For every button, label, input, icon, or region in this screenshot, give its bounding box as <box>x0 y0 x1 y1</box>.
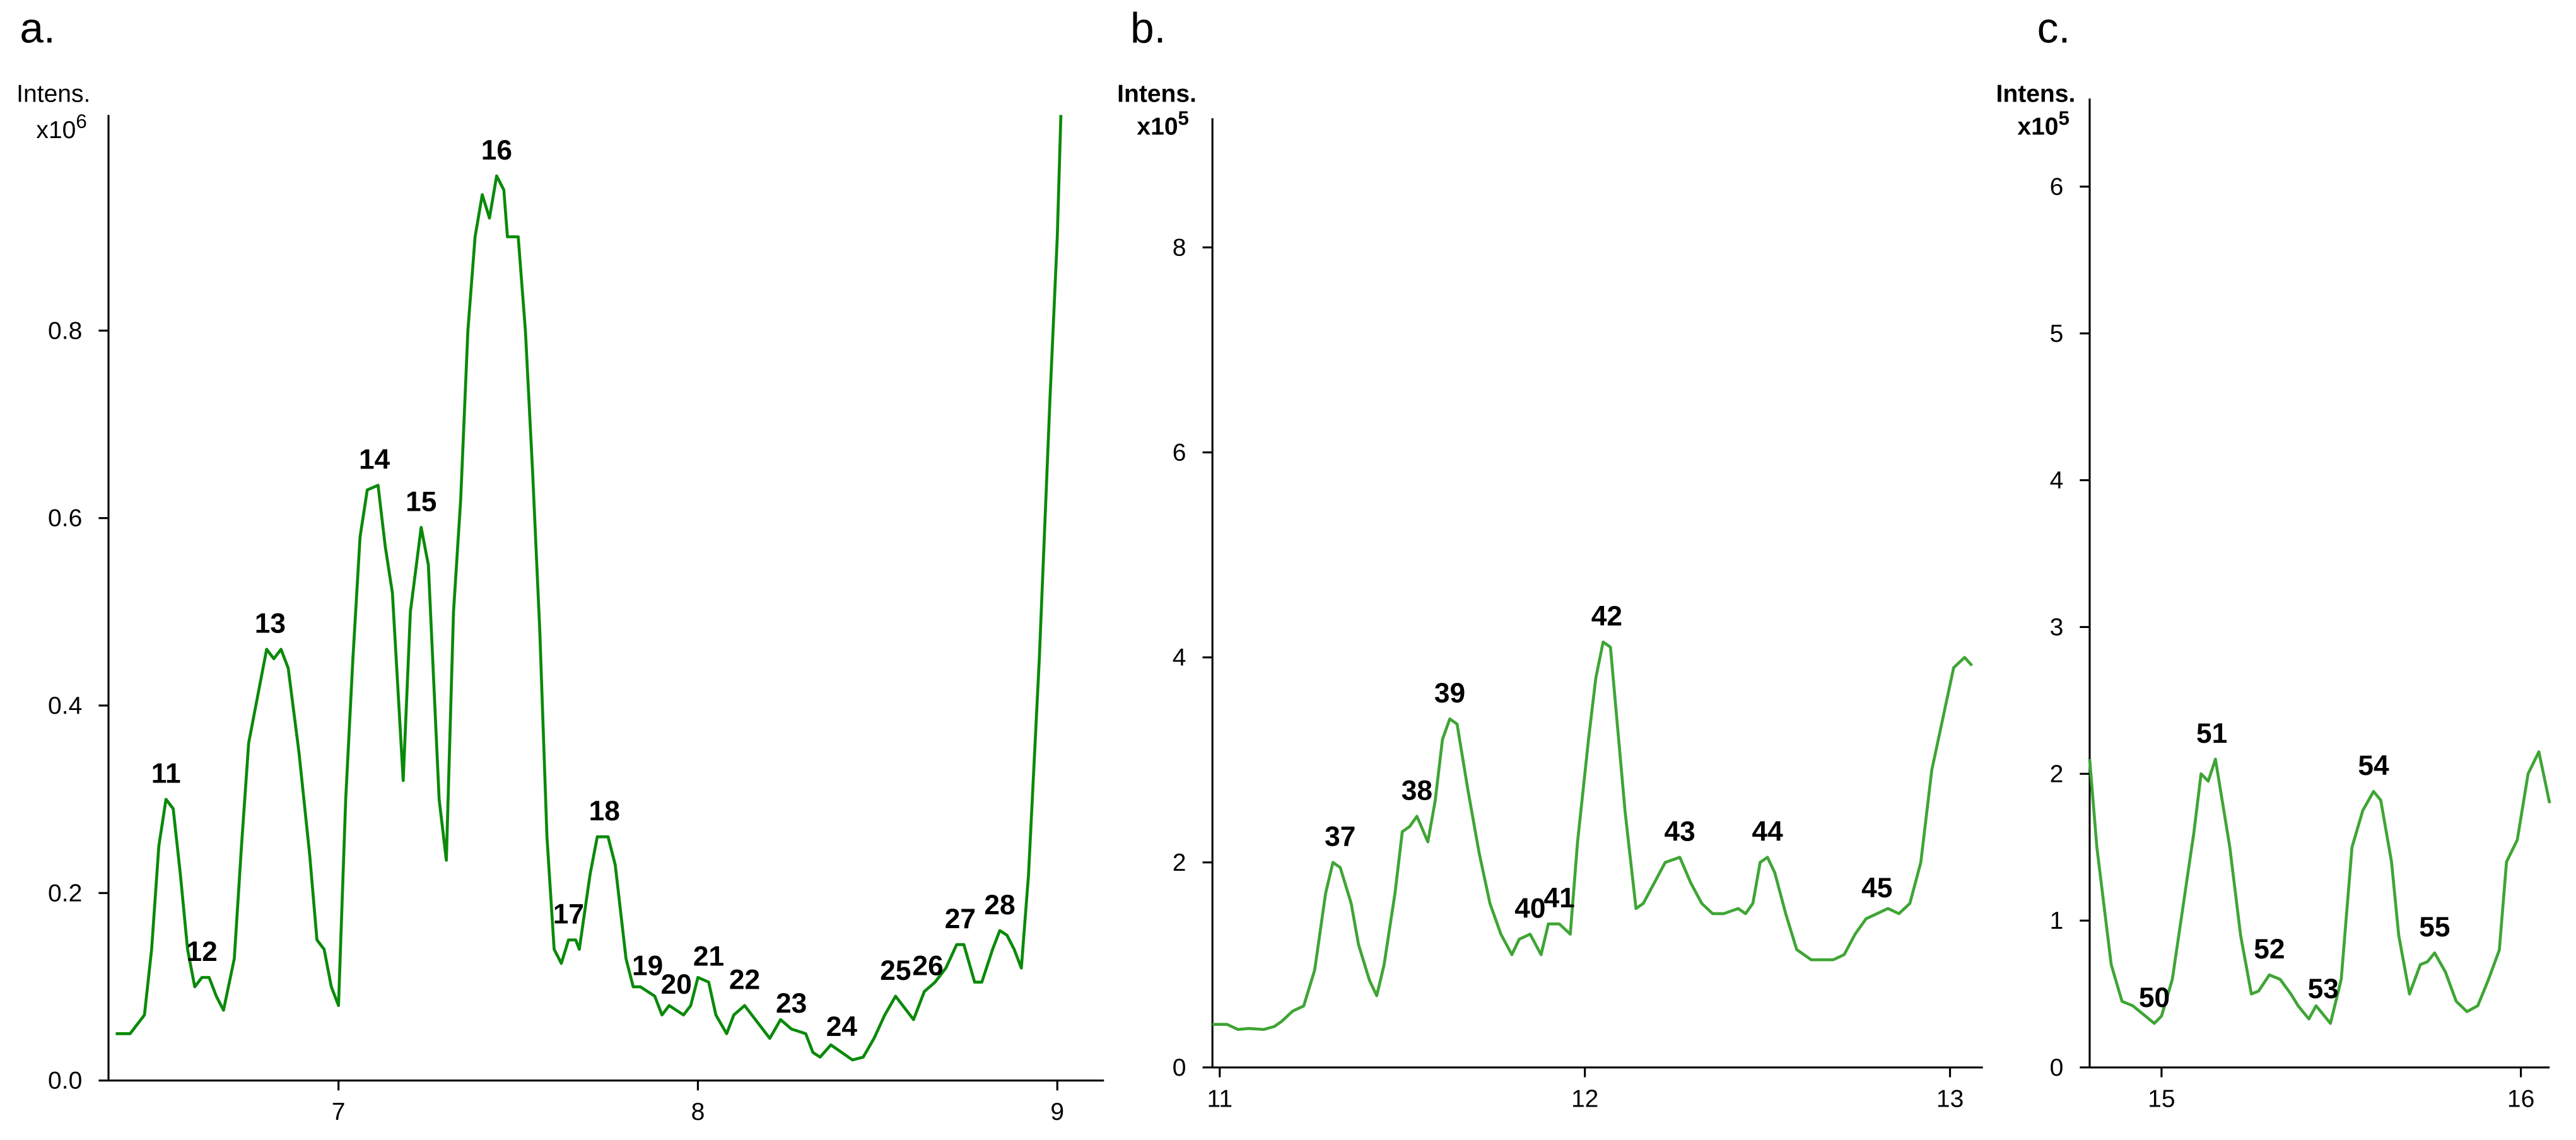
peak-label: 42 <box>1591 601 1622 632</box>
line-series <box>115 115 1063 1062</box>
y-axis-label: Intens. <box>1996 80 2076 107</box>
y-multiplier: x106 <box>36 110 86 144</box>
peak-label: 17 <box>553 899 584 930</box>
x-tick-label: 8 <box>691 1098 705 1125</box>
peak-label: 52 <box>2254 934 2285 965</box>
peak-label: 43 <box>1665 817 1695 847</box>
x-tick-label: 12 <box>1571 1085 1598 1112</box>
peak-label: 16 <box>481 135 512 166</box>
y-tick-label: 4 <box>2050 467 2064 494</box>
y-tick-label: 0.4 <box>48 692 82 719</box>
line-series <box>1212 640 1974 1032</box>
panel-label: c. <box>2037 5 2071 52</box>
panel-label: a. <box>20 5 55 52</box>
peak-label: 21 <box>693 941 724 972</box>
peak-label: 39 <box>1434 678 1465 709</box>
peak-label: 54 <box>2358 750 2389 781</box>
peak-label: 20 <box>661 969 692 1000</box>
peak-label: 22 <box>729 965 760 996</box>
y-tick-label: 6 <box>2050 173 2064 201</box>
peak-label: 12 <box>187 936 218 967</box>
peak-label: 44 <box>1752 817 1784 847</box>
y-tick-label: 4 <box>1173 644 1186 672</box>
y-multiplier-base: x10 <box>1137 113 1178 141</box>
peak-label: 25 <box>880 955 911 986</box>
peak-label: 50 <box>2139 982 2170 1013</box>
y-multiplier: x105 <box>2017 107 2070 141</box>
line-series <box>2088 750 2551 1025</box>
x-tick-label: 16 <box>2507 1085 2534 1112</box>
y-tick-label: 3 <box>2050 614 2064 641</box>
x-tick-label: 15 <box>2148 1085 2175 1112</box>
peak-label: 13 <box>255 608 286 639</box>
y-multiplier-exponent: 5 <box>1178 107 1189 129</box>
y-multiplier-exponent: 6 <box>76 110 86 132</box>
x-tick-label: 7 <box>332 1098 346 1125</box>
y-tick-label: 2 <box>2050 760 2064 788</box>
y-tick-label: 8 <box>1173 234 1186 261</box>
peak-label: 18 <box>589 796 620 827</box>
x-tick-label: 11 <box>1207 1085 1233 1112</box>
peak-label: 53 <box>2308 974 2339 1004</box>
y-tick-label: 0 <box>1173 1054 1186 1081</box>
peak-label: 41 <box>1544 883 1575 914</box>
panel-label: b. <box>1130 5 1166 52</box>
y-tick-label: 0 <box>2050 1054 2064 1081</box>
peak-label: 19 <box>632 950 663 981</box>
peak-label: 28 <box>984 890 1015 921</box>
y-multiplier-exponent: 5 <box>2059 107 2070 129</box>
peak-label: 23 <box>776 988 807 1019</box>
peak-label: 24 <box>826 1011 858 1042</box>
y-tick-label: 6 <box>1173 439 1186 467</box>
peak-label: 15 <box>406 486 436 517</box>
y-tick-label: 0.6 <box>48 505 82 532</box>
peak-label: 45 <box>1861 873 1892 904</box>
y-multiplier: x105 <box>1137 107 1189 141</box>
peak-label: 26 <box>912 950 943 981</box>
y-tick-label: 2 <box>1173 849 1186 876</box>
x-tick-label: 9 <box>1050 1098 1064 1125</box>
peak-label: 55 <box>2419 912 2450 943</box>
peak-label: 14 <box>359 445 390 475</box>
peak-label: 51 <box>2196 718 2227 749</box>
peak-label: 11 <box>151 759 181 789</box>
peak-label: 37 <box>1325 822 1355 852</box>
peak-label: 40 <box>1514 893 1545 924</box>
y-tick-label: 0.8 <box>48 317 82 344</box>
y-axis-label: Intens. <box>16 80 90 107</box>
y-tick-label: 0.0 <box>48 1067 82 1095</box>
y-multiplier-base: x10 <box>2017 113 2058 141</box>
y-multiplier-base: x10 <box>36 117 76 144</box>
peak-label: 27 <box>945 904 976 934</box>
y-tick-label: 1 <box>2050 907 2064 934</box>
y-axis-label: Intens. <box>1117 80 1197 107</box>
x-tick-label: 13 <box>1936 1085 1964 1112</box>
y-tick-label: 5 <box>2050 320 2064 347</box>
y-tick-label: 0.2 <box>48 880 82 907</box>
peak-label: 38 <box>1402 776 1432 806</box>
